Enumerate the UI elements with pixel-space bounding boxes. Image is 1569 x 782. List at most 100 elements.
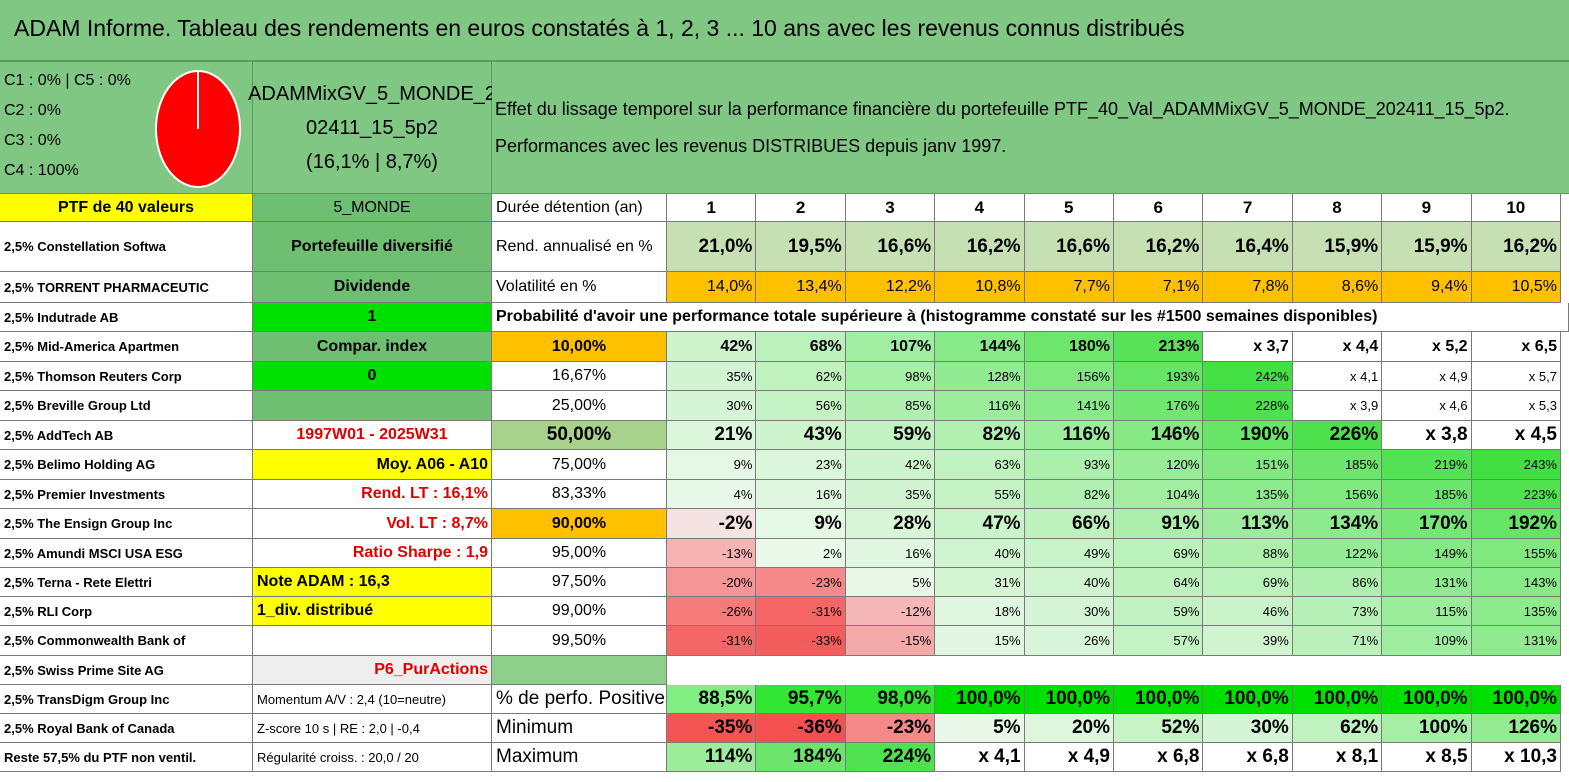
info-cell[interactable]: Vol. LT : 8,7% [253,509,492,539]
probability-value[interactable]: x 4,1 [1292,362,1383,391]
min-value[interactable]: 5% [935,714,1025,743]
probability-value[interactable]: x 5,7 [1471,362,1561,391]
probability-value[interactable]: 73% [1292,597,1383,626]
holding-row[interactable]: 2,5% Thomson Reuters Corp [0,362,253,391]
year-header[interactable]: 4 [935,194,1025,222]
probability-value[interactable]: 26% [1024,626,1114,656]
percentile-label[interactable]: 75,00% [492,450,667,480]
max-value[interactable]: 114% [667,743,757,772]
probability-value[interactable]: 135% [1471,597,1561,626]
percentile-label[interactable]: 10,00% [492,332,667,362]
max-value[interactable]: x 6,8 [1114,743,1204,772]
vol-value[interactable]: 13,4% [756,272,846,303]
probability-value[interactable]: -2% [667,509,757,539]
pos-value[interactable]: 100,0% [1292,685,1383,714]
info-cell[interactable]: 0 [253,362,492,391]
probability-value[interactable]: 28% [845,509,936,539]
probability-value[interactable]: 116% [935,391,1025,421]
probability-value[interactable]: 40% [935,539,1025,568]
probability-value[interactable]: 134% [1292,509,1383,539]
probability-value[interactable]: 120% [1114,450,1204,480]
ptf-label[interactable]: PTF de 40 valeurs [0,194,253,222]
percentile-label[interactable]: 95,00% [492,539,667,568]
rend-value[interactable]: 16,4% [1203,222,1293,272]
probability-value[interactable]: x 4,6 [1382,391,1472,421]
pos-value[interactable]: 88,5% [667,685,757,714]
info-cell[interactable]: Régularité croiss. : 20,0 / 20 [253,743,492,772]
year-header[interactable]: 9 [1382,194,1472,222]
vol-value[interactable]: 7,8% [1203,272,1293,303]
probability-value[interactable]: -33% [756,626,846,656]
holding-row[interactable]: 2,5% TransDigm Group Inc [0,685,253,714]
holding-row[interactable]: 2,5% Swiss Prime Site AG [0,656,253,685]
probability-value[interactable]: 30% [1024,597,1114,626]
probability-value[interactable]: 115% [1382,597,1472,626]
info-cell[interactable]: Ratio Sharpe : 1,9 [253,539,492,568]
vol-value[interactable]: 10,8% [935,272,1025,303]
probability-value[interactable]: 228% [1203,391,1293,421]
min-value[interactable]: 52% [1114,714,1204,743]
pos-value[interactable]: 98,0% [845,685,936,714]
probability-value[interactable]: 131% [1471,626,1561,656]
probability-value[interactable]: 35% [667,362,757,391]
probability-value[interactable]: 9% [756,509,846,539]
pos-value[interactable]: 100,0% [1024,685,1114,714]
min-value[interactable]: -23% [845,714,936,743]
probability-value[interactable]: 5% [845,568,936,597]
info-cell[interactable]: Portefeuille diversifié [253,222,492,272]
probability-value[interactable]: 122% [1292,539,1383,568]
probability-value[interactable]: x 3,8 [1382,421,1472,450]
probability-value[interactable]: 185% [1382,480,1472,509]
min-value[interactable]: 30% [1203,714,1293,743]
holding-row[interactable]: 2,5% Indutrade AB [0,303,253,332]
probability-value[interactable]: x 6,5 [1471,332,1561,362]
holding-row[interactable]: 2,5% Commonwealth Bank of [0,626,253,656]
holding-row[interactable]: 2,5% Amundi MSCI USA ESG [0,539,253,568]
info-cell[interactable]: Rend. LT : 16,1% [253,480,492,509]
probability-value[interactable]: 82% [1024,480,1114,509]
probability-value[interactable]: 155% [1471,539,1561,568]
holding-row[interactable]: 2,5% The Ensign Group Inc [0,509,253,539]
info-cell[interactable]: Dividende [253,272,492,303]
probability-value[interactable]: 66% [1024,509,1114,539]
probability-value[interactable]: 21% [667,421,757,450]
year-header[interactable]: 5 [1024,194,1114,222]
rend-value[interactable]: 15,9% [1292,222,1383,272]
vol-value[interactable]: 7,7% [1024,272,1114,303]
probability-value[interactable]: 40% [1024,568,1114,597]
probability-value[interactable]: 47% [935,509,1025,539]
min-value[interactable]: 100% [1382,714,1472,743]
probability-value[interactable]: 43% [756,421,846,450]
probability-value[interactable]: 193% [1114,362,1204,391]
probability-value[interactable]: 128% [935,362,1025,391]
probability-value[interactable]: 107% [845,332,936,362]
probability-value[interactable]: 226% [1292,421,1383,450]
year-header[interactable]: 3 [845,194,936,222]
probability-value[interactable]: 39% [1203,626,1293,656]
pos-label[interactable]: % de perfo. Positives [492,685,667,714]
probability-value[interactable]: -31% [667,626,757,656]
probability-header[interactable]: Probabilité d'avoir une performance tota… [492,303,1569,332]
probability-value[interactable]: 9% [667,450,757,480]
info-cell[interactable]: Note ADAM : 16,3 [253,568,492,597]
percentile-label[interactable]: 25,00% [492,391,667,421]
probability-value[interactable]: 141% [1024,391,1114,421]
probability-value[interactable]: 16% [845,539,936,568]
pos-value[interactable]: 100,0% [1471,685,1561,714]
holding-row[interactable]: 2,5% Premier Investments [0,480,253,509]
probability-value[interactable]: -20% [667,568,757,597]
probability-value[interactable]: 116% [1024,421,1114,450]
probability-value[interactable]: 64% [1114,568,1204,597]
probability-value[interactable]: 63% [935,450,1025,480]
probability-value[interactable]: 68% [756,332,846,362]
probability-value[interactable]: 86% [1292,568,1383,597]
info-cell[interactable]: 1_div. distribué [253,597,492,626]
year-header[interactable]: 8 [1292,194,1383,222]
vol-label[interactable]: Volatilité en % [492,272,667,303]
info-cell[interactable]: 1 [253,303,492,332]
probability-value[interactable]: 243% [1471,450,1561,480]
max-label[interactable]: Maximum [492,743,667,772]
probability-value[interactable]: 98% [845,362,936,391]
percentile-label[interactable]: 99,50% [492,626,667,656]
duration-label[interactable]: Durée détention (an) [492,194,667,222]
